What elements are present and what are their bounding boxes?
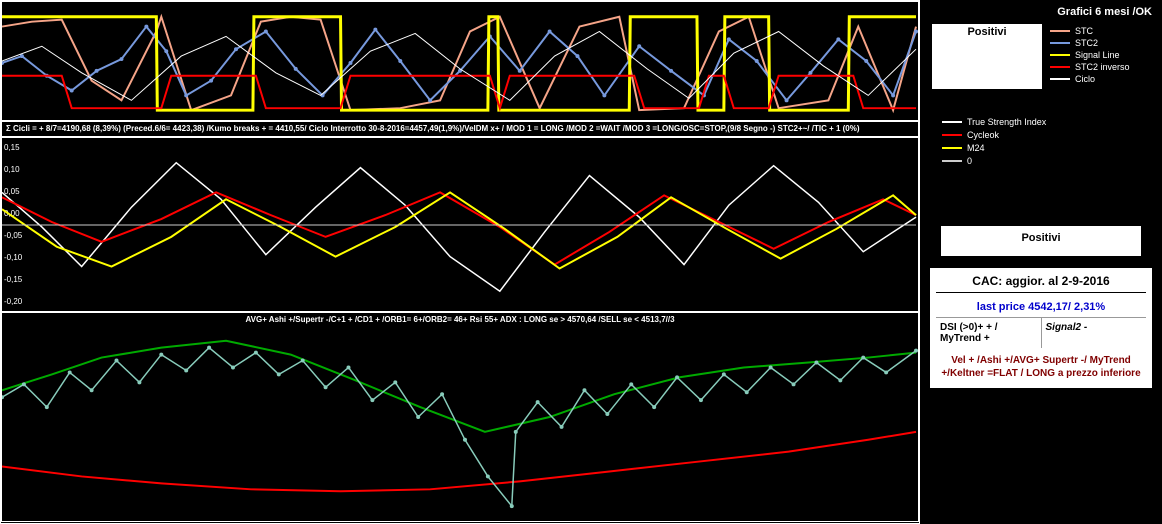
info-summary: Vel + /Ashi +/AVG+ Supertr -/ MyTrend +/… (936, 348, 1146, 382)
legend-1: STC STC2 Signal Line STC2 inverso Ciclo (1050, 26, 1130, 89)
charts-column: Σ Cicli = + 8/7=4190,68 (8,39%) (Preced.… (0, 0, 920, 524)
info-title: CAC: aggior. al 2-9-2016 (936, 274, 1146, 293)
sidebar: Grafici 6 mesi /OK Positivi STC STC2 Signa… (920, 0, 1162, 524)
panel-1 (1, 1, 919, 121)
positivi-box-2: Positivi (941, 226, 1141, 256)
legend-item: STC2 (1050, 38, 1130, 48)
info-signal: Signal2 - (1042, 318, 1147, 348)
legend-item: STC2 inverso (1050, 62, 1130, 72)
panel-3: AVG+ Ashi +/Supertr -/C+1 + /CD1 + /ORB1… (1, 312, 919, 522)
legend-item: M24 (942, 143, 1160, 153)
positivi-box-1: Positivi (932, 24, 1042, 89)
legend-item: STC (1050, 26, 1130, 36)
legend-item: Cycleok (942, 130, 1160, 140)
legend-item: True Strength Index (942, 117, 1160, 127)
legend-2: True Strength Index Cycleok M24 0 (942, 117, 1160, 166)
info-price: last price 4542,17/ 2,31% (936, 297, 1146, 317)
legend-item: 0 (942, 156, 1160, 166)
sidebar-title: Grafici 6 mesi /OK (922, 2, 1160, 22)
legend-item: Ciclo (1050, 74, 1130, 84)
info-dsi: DSI (>0)+ + / MyTrend + (936, 318, 1042, 348)
mid-status-band: Σ Cicli = + 8/7=4190,68 (8,39%) (Preced.… (1, 121, 919, 137)
info-panel: CAC: aggior. al 2-9-2016 last price 4542… (928, 266, 1154, 390)
legend-item: Signal Line (1050, 50, 1130, 60)
panel-2: 0,150,100,050,00-0,05-0,10-0,15-0,20 (1, 137, 919, 312)
